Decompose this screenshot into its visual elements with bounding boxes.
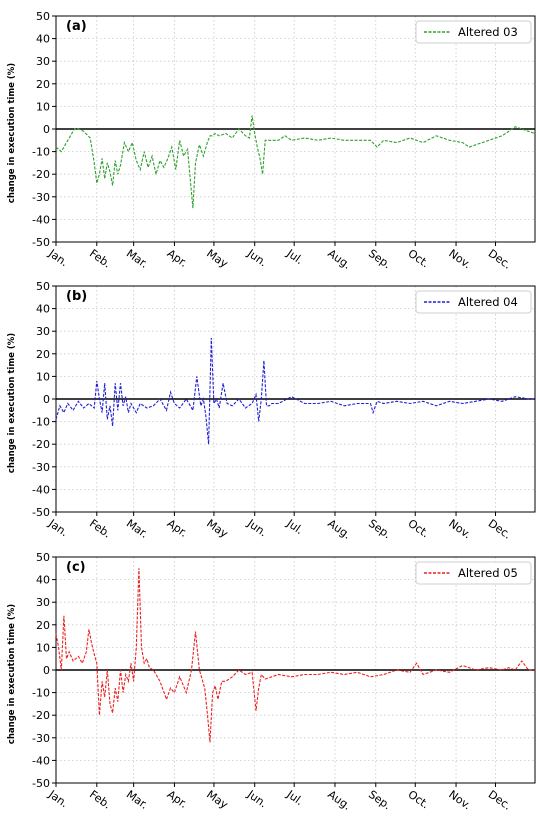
y-tick-label: -30 [32, 461, 50, 474]
y-tick-label: -10 [32, 687, 50, 700]
y-axis-label: change in execution time (%) [7, 63, 17, 203]
y-axis-label: change in execution time (%) [7, 604, 17, 744]
legend-box [415, 561, 532, 585]
y-tick-label: 50 [36, 551, 50, 564]
y-tick-label: -20 [32, 709, 50, 722]
y-tick-label: -50 [32, 506, 50, 519]
y-tick-label: 40 [36, 303, 50, 316]
y-tick-label: 10 [36, 100, 50, 113]
y-tick-label: -30 [32, 191, 50, 204]
panel-label: (a) [66, 19, 87, 34]
legend-box [415, 20, 532, 44]
y-tick-label: 30 [36, 596, 50, 609]
y-tick-label: -40 [32, 754, 50, 767]
y-tick-label: -40 [32, 213, 50, 226]
legend-label: Altered 04 [458, 295, 518, 309]
series-line [55, 337, 535, 445]
y-tick-label: -50 [32, 777, 50, 790]
y-tick-label: -10 [32, 146, 50, 159]
y-tick-label: 30 [36, 325, 50, 338]
y-tick-label: 0 [43, 123, 50, 136]
y-tick-label: 20 [36, 348, 50, 361]
y-tick-label: -20 [32, 438, 50, 451]
series-line [55, 568, 535, 743]
y-tick-label: 0 [43, 664, 50, 677]
y-tick-label: -50 [32, 236, 50, 249]
y-tick-label: 50 [36, 280, 50, 293]
y-tick-label: -20 [32, 168, 50, 181]
legend-label: Altered 03 [458, 25, 518, 39]
legend-label: Altered 05 [458, 566, 518, 580]
y-tick-label: -40 [32, 483, 50, 496]
y-tick-label: 0 [43, 393, 50, 406]
y-tick-label: 40 [36, 574, 50, 587]
y-axis-label: change in execution time (%) [7, 333, 17, 473]
y-tick-label: -30 [32, 732, 50, 745]
y-tick-label: 40 [36, 33, 50, 46]
y-tick-label: 50 [36, 10, 50, 23]
y-tick-label: 20 [36, 619, 50, 632]
panel-label: (c) [66, 560, 86, 575]
legend-box [415, 290, 532, 314]
y-tick-label: -10 [32, 416, 50, 429]
y-tick-label: 10 [36, 370, 50, 383]
series-line [55, 115, 536, 209]
y-tick-label: 10 [36, 641, 50, 654]
panel-label: (b) [66, 289, 87, 304]
y-tick-label: 20 [36, 78, 50, 91]
y-tick-label: 30 [36, 55, 50, 68]
